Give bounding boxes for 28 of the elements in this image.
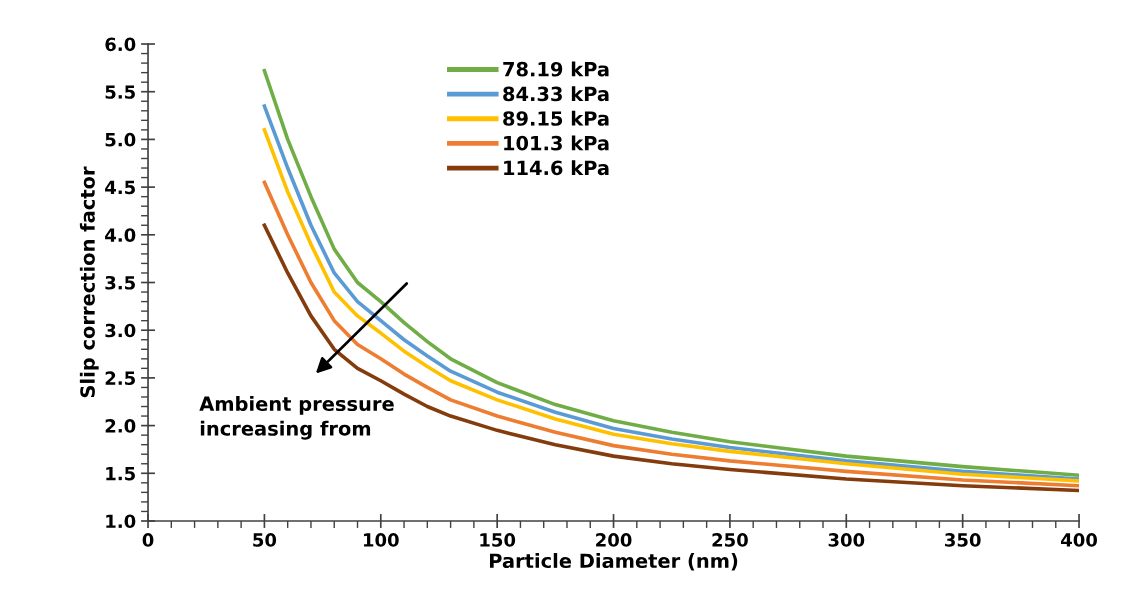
legend-label: 89.15 kPa xyxy=(503,110,609,126)
y-tick-label: 3.0 xyxy=(105,323,136,338)
y-tick-label: 2.0 xyxy=(105,419,136,433)
y-tick-label: 5.0 xyxy=(105,132,136,147)
x-tick-label: 350 xyxy=(945,533,981,547)
annotation: Ambient pressure increasing from xyxy=(199,396,394,440)
x-tick-label: 200 xyxy=(596,533,632,547)
y-tick-label: 3.5 xyxy=(105,275,135,290)
legend-label: 78.19 kPa xyxy=(503,61,609,77)
y-tick-label: 4.5 xyxy=(105,180,135,195)
x-axis-title: Particle Diameter (nm) xyxy=(489,553,738,571)
y-tick-label: 4.0 xyxy=(105,228,136,242)
x-tick-label: 100 xyxy=(363,533,399,547)
legend-label: 114.6 kPa xyxy=(504,160,609,176)
x-tick-label: 150 xyxy=(480,533,516,547)
x-tick-label: 300 xyxy=(828,533,865,547)
x-tick-label: 250 xyxy=(712,533,748,547)
y-tick-label: 2.5 xyxy=(105,371,135,386)
legend-label: 84.33 kPa xyxy=(503,86,609,102)
x-tick-label: 0 xyxy=(142,533,154,547)
y-tick-label: 5.5 xyxy=(105,85,135,99)
legend-label: 101.3 kPa xyxy=(504,135,609,151)
y-tick-label: 1.5 xyxy=(106,466,135,481)
x-tick-label: 50 xyxy=(253,533,277,547)
y-axis-title: Slip correction factor xyxy=(79,166,99,398)
y-tick-label: 6.0 xyxy=(105,37,136,52)
x-tick-label: 400 xyxy=(1061,533,1098,547)
y-tick-label: 1.0 xyxy=(106,514,136,529)
